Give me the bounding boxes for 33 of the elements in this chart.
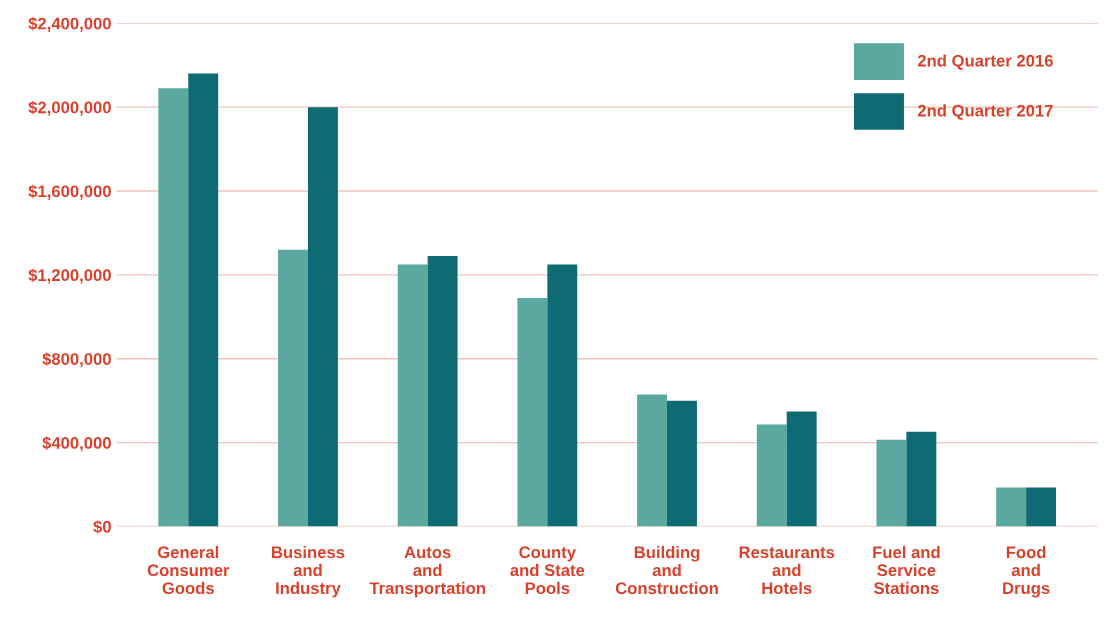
bar	[906, 431, 937, 527]
bar	[637, 394, 668, 527]
y-tick-label: $0	[93, 520, 111, 534]
bar	[547, 264, 578, 527]
bar	[427, 256, 458, 527]
bar	[756, 424, 787, 527]
y-tick-label: $800,000	[42, 352, 111, 368]
y-tick-label: $400,000	[42, 436, 111, 452]
x-tick-label: County and State Pools	[510, 546, 585, 595]
y-tick-label: $1,600,000	[28, 184, 111, 200]
bar	[397, 264, 428, 527]
bar	[188, 73, 219, 527]
bar	[786, 411, 817, 527]
x-tick-label: Business and Industry	[272, 545, 345, 598]
bar	[158, 88, 189, 527]
y-tick-label: $2,000,000	[28, 100, 111, 116]
bar	[667, 400, 697, 527]
legend-label: 2nd Quarter 2016	[917, 54, 1053, 70]
x-tick-label: Building and Construction	[615, 545, 718, 595]
y-tick-label: $2,400,000	[28, 16, 111, 32]
legend-label: 2nd Quarter 2017	[917, 104, 1053, 120]
x-tick-label: Fuel and Service Stations	[873, 545, 940, 595]
bar	[996, 487, 1027, 527]
bar	[307, 107, 338, 527]
y-tick-label: $1,200,000	[28, 268, 111, 284]
bar	[278, 249, 308, 527]
x-tick-label: Food and Drugs	[1003, 545, 1050, 598]
x-tick-label: Restaurants and Hotels	[739, 546, 835, 595]
bar	[876, 439, 907, 527]
bar	[517, 297, 548, 527]
bar	[1026, 487, 1057, 527]
x-tick-label: General Consumer Goods	[147, 545, 230, 595]
x-tick-label: Autos and Transportation	[369, 546, 485, 598]
